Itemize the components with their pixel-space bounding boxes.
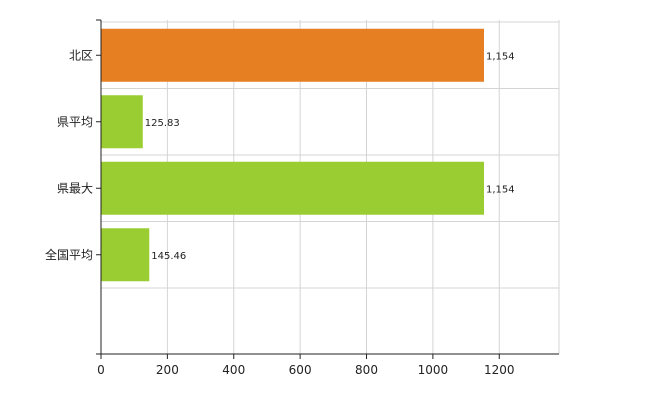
category-label: 県平均 xyxy=(57,115,93,129)
data-label: 1,154 xyxy=(486,51,515,62)
label-layer: 0 200 400 600 800 1000 1200 北区 1,154 県平均 125.83 県最大… xyxy=(45,48,515,377)
bar-layer xyxy=(101,28,484,282)
x-tick-label: 800 xyxy=(355,363,378,377)
data-label: 145.46 xyxy=(151,251,186,262)
x-tick-label: 200 xyxy=(156,363,179,377)
x-tick-label: 600 xyxy=(289,363,312,377)
x-tick-label: 400 xyxy=(222,363,245,377)
data-label: 125.83 xyxy=(145,118,180,129)
x-tick-label: 1200 xyxy=(484,363,515,377)
data-label: 1,154 xyxy=(486,184,515,195)
category-label: 県最大 xyxy=(57,181,93,195)
bar xyxy=(101,95,143,149)
bar xyxy=(101,28,484,82)
axis-layer xyxy=(96,19,559,359)
category-label: 北区 xyxy=(69,48,93,62)
category-label: 全国平均 xyxy=(45,247,93,262)
x-tick-label: 0 xyxy=(97,363,105,377)
x-tick-label: 1000 xyxy=(418,363,449,377)
bar xyxy=(101,161,484,215)
bar xyxy=(101,228,150,282)
